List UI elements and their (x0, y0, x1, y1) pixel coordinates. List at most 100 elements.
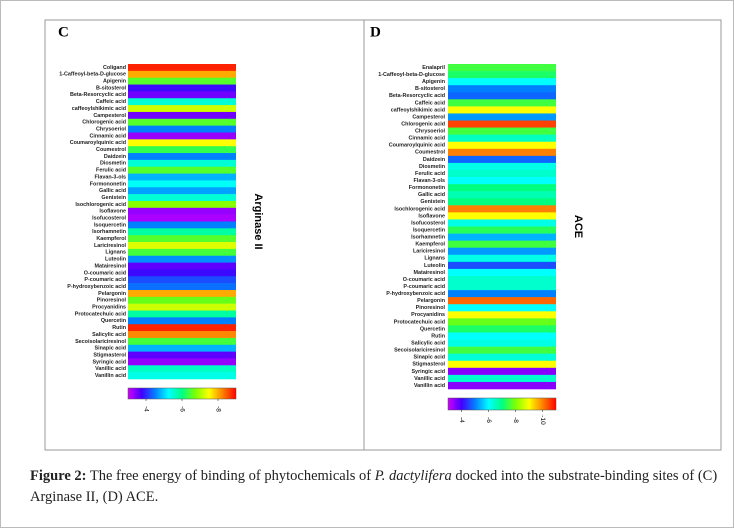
row-label: Isorhamnetin (92, 229, 126, 235)
heat-cell (448, 339, 556, 347)
heat-cell (448, 332, 556, 340)
row-label: Apigenin (103, 79, 126, 85)
heat-cell (128, 207, 236, 215)
row-label: Apigenin (422, 79, 445, 85)
row-label: Stigmasterol (412, 362, 445, 368)
row-label: Matairesinol (95, 263, 127, 269)
row-label: Salicylic acid (411, 340, 445, 346)
row-label: Isoflavone (99, 209, 126, 215)
row-label: Ferulic acid (96, 168, 126, 174)
heat-cell (448, 367, 556, 376)
row-label: Flavan-3-ols (414, 178, 445, 184)
row-label: 1-Caffeoyl-beta-D-glucose (59, 72, 126, 78)
row-label: Campesterol (93, 113, 126, 119)
row-label: Salicylic acid (92, 332, 126, 338)
heat-cell (128, 180, 236, 188)
heat-cell (128, 303, 236, 311)
heat-cell (128, 262, 236, 270)
heat-cell (448, 71, 556, 79)
row-label: Daidzein (104, 154, 126, 160)
heat-cell (448, 325, 556, 333)
row-label: Luteolin (105, 257, 126, 263)
row-label: Campesterol (412, 114, 445, 120)
heat-cell (128, 84, 236, 92)
row-label: Beta-Resorcyclic acid (389, 93, 445, 99)
heat-cell (448, 127, 556, 135)
row-label: Vanillic acid (414, 376, 445, 382)
row-label: Syringic acid (92, 359, 126, 365)
heat-cell (128, 70, 236, 78)
colorbar (127, 387, 237, 400)
heat-cell (128, 358, 236, 366)
row-label: Rutin (431, 333, 445, 339)
heat-cell (448, 113, 556, 121)
heat-cell (128, 64, 236, 72)
heat-cell (448, 169, 556, 178)
row-label: caffeoylshikimic acid (391, 107, 445, 113)
colorbar-tick-label: -10 (539, 415, 546, 425)
row-label: Pelargonin (98, 291, 126, 297)
row-label: Chrysoeriol (96, 126, 126, 132)
row-label: Vanillin acid (414, 383, 445, 389)
heat-cell (128, 255, 236, 263)
caption-label: Figure 2: (30, 468, 87, 484)
heat-cell (128, 146, 236, 154)
row-label: Gallic acid (418, 192, 445, 198)
row-label: O-coumaric acid (84, 270, 126, 276)
heat-cell (448, 275, 556, 284)
colorbar (447, 397, 557, 411)
heat-cell (448, 346, 556, 354)
row-label: Chlorogenic acid (401, 121, 445, 127)
row-label: Coumaroylquinic acid (70, 140, 126, 146)
row-label: Cinnamic acid (408, 136, 445, 142)
heat-cell (448, 318, 556, 326)
heat-cell (448, 85, 556, 93)
heat-cell (128, 200, 236, 209)
row-label: P-coumaric acid (403, 284, 445, 290)
heat-cell (128, 194, 236, 202)
row-label: Matairesinol (414, 270, 446, 276)
row-label: Vanillic acid (95, 366, 126, 372)
heat-cell (448, 353, 556, 362)
heat-cell (128, 283, 236, 291)
colorbar-tick-label: -4 (458, 417, 465, 423)
row-label: Isochlorogenic acid (394, 206, 445, 212)
heat-cell (128, 173, 236, 181)
row-label: Coligand (103, 65, 126, 71)
heat-cell (448, 141, 556, 150)
row-label: Enalapril (422, 65, 445, 71)
row-label: Chrysoeriol (415, 129, 445, 135)
row-label: Syringic acid (411, 369, 445, 375)
heat-cell (128, 235, 236, 243)
colorbar-tick-label: -8 (512, 417, 519, 423)
heat-cell (448, 177, 556, 185)
row-label: Isofucosterol (411, 220, 445, 226)
row-label: Genistein (420, 199, 445, 205)
row-label: Protocatechuic acid (75, 311, 126, 317)
row-label: Quercetin (101, 318, 126, 324)
heat-cell (128, 276, 236, 284)
heat-cell (448, 290, 556, 298)
row-label: Isoflavone (418, 213, 445, 219)
heat-cell (128, 372, 236, 380)
row-label: Kaempferol (96, 236, 126, 242)
heat-cell (128, 153, 236, 161)
row-label: Protocatechuic acid (394, 319, 445, 325)
row-label: 1-Caffeoyl-beta-D-glucose (378, 72, 445, 78)
heat-cell (128, 214, 236, 222)
heat-cell (128, 242, 236, 250)
heat-cell (448, 162, 556, 171)
heat-cell (448, 106, 556, 114)
row-label: Procyanidins (411, 312, 445, 318)
row-label: Formononetin (90, 181, 126, 187)
row-label: Caffeic acid (415, 100, 445, 106)
heat-cell (448, 297, 556, 305)
heat-cell (128, 105, 236, 113)
heat-cell (448, 219, 556, 227)
heat-cell (128, 228, 236, 236)
heat-cell (448, 240, 556, 248)
row-label: Pinoresinol (97, 298, 127, 304)
heat-cell (128, 98, 236, 106)
heat-cell (448, 134, 556, 143)
